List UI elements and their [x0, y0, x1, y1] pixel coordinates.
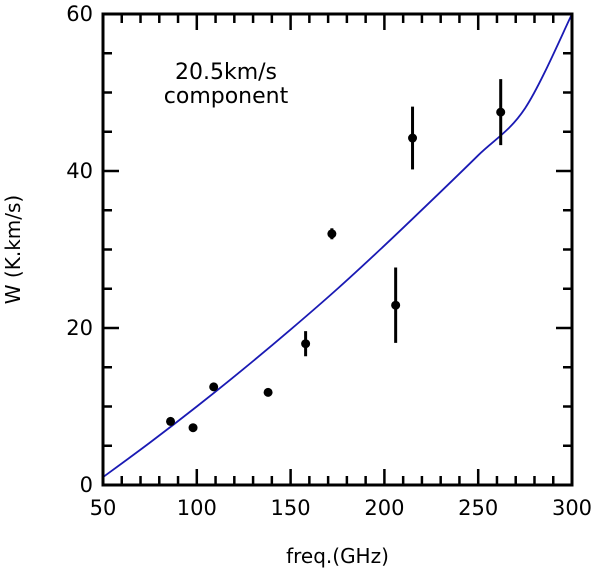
x-tick-label: 100 — [177, 496, 217, 520]
plot-frame — [101, 12, 574, 487]
data-point — [188, 423, 198, 433]
data-point — [408, 106, 418, 170]
point-marker — [408, 133, 418, 143]
annotation-line-1: 20.5km/s — [175, 60, 277, 85]
x-axis-label: freq.(GHz) — [286, 544, 389, 568]
x-tick-label: 300 — [552, 496, 592, 520]
point-marker — [263, 387, 273, 397]
y-tick-label: 60 — [66, 2, 93, 26]
data-point — [301, 331, 311, 357]
y-axis-label: W (K.km/s) — [1, 195, 25, 304]
fit-curve — [102, 13, 573, 478]
data-point — [263, 387, 273, 397]
data-point — [209, 382, 219, 392]
point-marker — [391, 300, 401, 310]
point-marker — [166, 416, 176, 426]
x-tick-label: 250 — [458, 496, 498, 520]
point-marker — [209, 382, 219, 392]
annotation-line-2: component — [164, 84, 289, 109]
tick-labels: 50 100 150 200 250 300 0 20 40 60 — [66, 2, 592, 520]
x-tick-label: 50 — [90, 496, 117, 520]
data-point — [496, 79, 506, 146]
y-tick-label: 40 — [66, 159, 93, 183]
data-point — [391, 267, 401, 343]
data-point — [166, 416, 176, 426]
point-marker — [496, 107, 506, 117]
point-marker — [188, 423, 198, 433]
data-point — [327, 228, 337, 240]
point-marker — [301, 339, 311, 349]
x-tick-label: 150 — [271, 496, 311, 520]
y-tick-label: 0 — [80, 473, 93, 497]
x-tick-label: 200 — [364, 496, 404, 520]
point-marker — [327, 229, 337, 239]
y-tick-label: 20 — [66, 316, 93, 340]
data-points — [166, 79, 506, 433]
